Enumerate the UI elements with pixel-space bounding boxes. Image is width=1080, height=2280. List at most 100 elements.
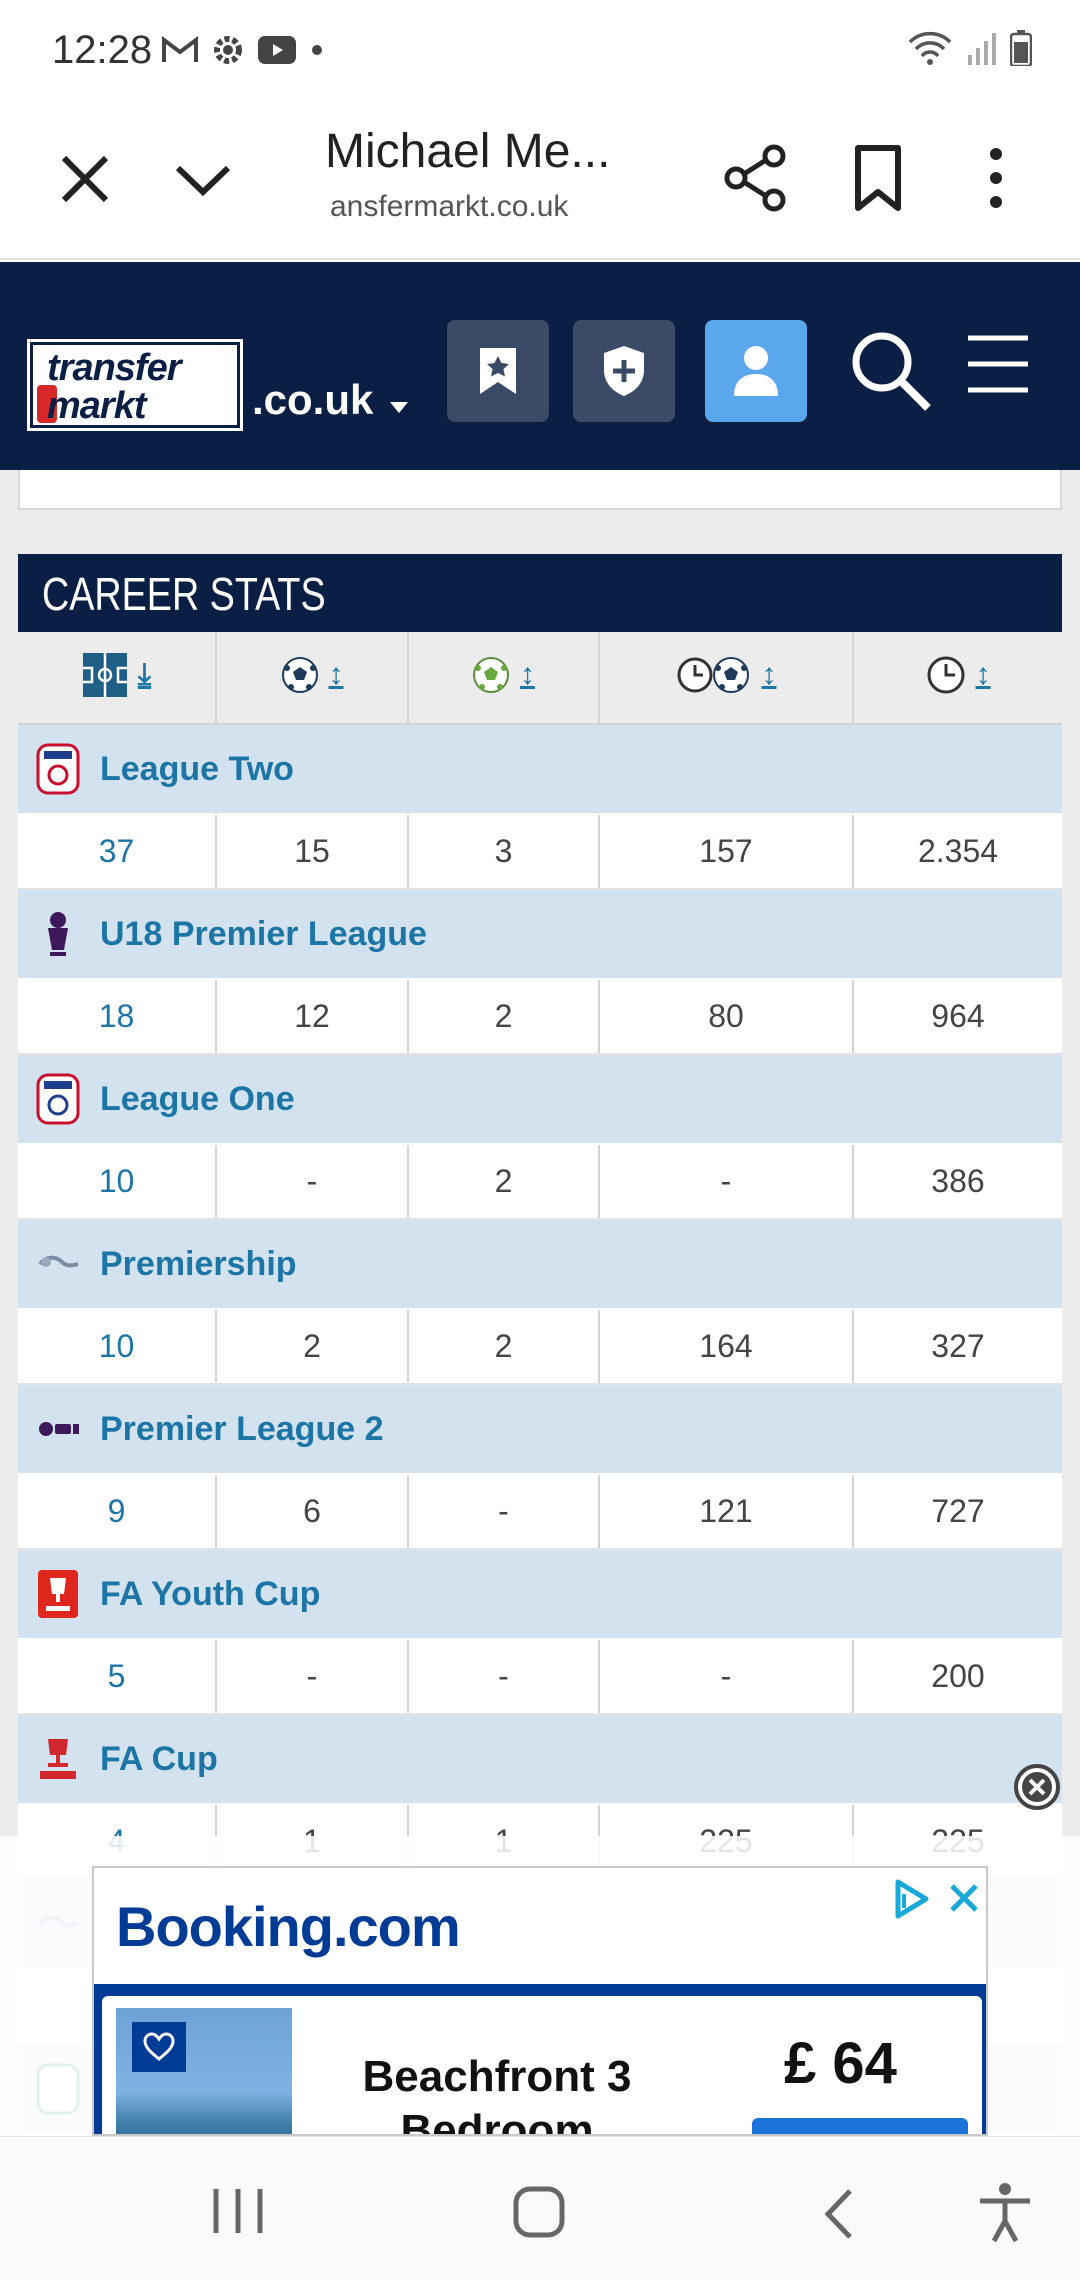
stats-row: 10 - 2 - 386 [18,1144,1062,1220]
signal-icon [968,33,996,65]
logo-player-figure [37,385,57,423]
competition-name[interactable]: Premier League 2 [100,1409,384,1448]
premier-league-2-logo [39,1422,79,1436]
search-icon[interactable] [846,326,936,416]
assists-value: - [408,1474,600,1550]
minutes-per-goal-value: 164 [599,1309,854,1385]
assists-column-header[interactable]: ↕ [408,632,600,725]
stats-row: 37 15 3 157 2.354 [18,814,1062,890]
appearances-value[interactable]: 10 [18,1144,217,1220]
bookmark-star-icon [480,348,516,394]
premiership-logo [38,1255,79,1268]
favorites-button[interactable] [447,320,549,422]
wifi-icon [908,31,952,65]
career-stats-heading: CAREER STATS [18,554,1062,632]
accessibility-icon[interactable] [970,2177,1040,2247]
competition-name[interactable]: League Two [100,749,294,788]
chevron-down-icon[interactable] [168,144,238,214]
sort-arrow-icon[interactable]: ↕ [520,658,535,691]
page-url[interactable]: ansfermarkt.co.uk [330,190,569,223]
ad-brand[interactable]: Booking.com [116,1895,461,1958]
listing-title[interactable]: Beachfront 3 Bedroom House [332,2050,662,2136]
career-stats-heading-text: CAREER STATS [42,568,326,620]
league-two-logo [36,743,80,795]
minutes-played-value: 727 [853,1474,1062,1550]
sort-arrow-icon[interactable]: ↕ [761,658,777,691]
competition-name[interactable]: Premiership [100,1244,297,1283]
status-notification-icons [162,34,324,66]
gear-icon [214,36,242,64]
hamburger-menu-icon[interactable] [966,332,1030,396]
appearances-value[interactable]: 18 [18,979,217,1055]
close-icon[interactable] [946,1880,982,1916]
listing-cta-button[interactable] [752,2118,968,2134]
back-icon[interactable] [806,2179,876,2249]
bookmark-icon[interactable] [840,140,916,216]
minutes-per-goal-value: - [599,1144,854,1220]
minutes-per-goal-value: 80 [599,979,854,1055]
appearances-column-header[interactable]: ⤓ [18,632,217,725]
browser-toolbar: Michael Me... ansfermarkt.co.uk [0,100,1080,260]
logo-text-bottom: markt [47,385,146,427]
recent-apps-icon[interactable] [200,2183,276,2239]
adchoices-icon[interactable] [890,1878,932,1920]
logo-text-top: transfer [47,347,181,389]
close-icon[interactable] [50,144,120,214]
sort-arrow-icon[interactable]: ↕ [328,658,344,691]
assists-value: - [408,1639,600,1715]
minutes-per-goal-value: 157 [599,814,854,890]
booking-ad[interactable]: Booking.com Beachfront 3 Bedroom House £… [92,1866,988,2136]
league-one-logo [36,1073,80,1125]
domain-selector[interactable]: .co.uk [252,376,374,423]
listing-price: £ 64 [784,2031,897,2096]
user-icon [734,346,778,396]
heart-icon[interactable] [132,2022,186,2072]
account-button[interactable] [705,320,807,422]
page-title: Michael Me... [325,125,611,178]
minutes-per-goal-column-header[interactable]: ↕ [599,632,854,725]
clock-icon [927,656,964,694]
fa-cup-logo [40,1739,76,1779]
close-circle-icon[interactable] [1012,1762,1062,1812]
pitch-icon [82,653,127,697]
caret-down-icon[interactable] [390,402,408,413]
appearances-value[interactable]: 9 [18,1474,217,1550]
home-icon[interactable] [504,2177,574,2247]
share-icon[interactable] [718,140,794,216]
assists-value: 2 [408,1144,600,1220]
competition-name[interactable]: FA Cup [100,1739,218,1778]
gmail-icon [162,36,198,62]
listing-title-line2: Bedroom House [400,2106,594,2136]
system-navigation-bar [0,2136,1080,2280]
ad-listing-card[interactable]: Beachfront 3 Bedroom House £ 64 [102,1996,982,2136]
competition-name[interactable]: U18 Premier League [100,914,427,953]
career-stats-table: ⤓ ↕ ↕ [18,632,1062,2135]
site-header: transfer markt .co.uk [0,262,1080,470]
minutes-played-column-header[interactable]: ↕ [853,632,1062,725]
competition-row: U18 Premier League [18,889,1062,980]
status-time: 12:28 [52,28,153,72]
more-options-icon[interactable] [958,140,1034,216]
sort-arrow-icon[interactable]: ⤓ [137,658,152,691]
minutes-played-value: 200 [853,1639,1062,1715]
appearances-value[interactable]: 5 [18,1639,217,1715]
dot-icon [312,45,322,55]
minutes-played-value: 327 [853,1309,1062,1385]
transfermarkt-logo[interactable]: transfer markt [27,339,243,431]
table-header-row: ⤓ ↕ ↕ [18,632,1062,725]
appearances-value[interactable]: 37 [18,814,217,890]
competition-name[interactable]: League One [100,1079,295,1118]
minutes-per-goal-value: - [599,1639,854,1715]
goals-column-header[interactable]: ↕ [216,632,409,725]
sort-arrow-icon[interactable]: ↕ [975,658,991,691]
assists-value: 2 [408,979,600,1055]
stats-row: 18 12 2 80 964 [18,979,1062,1055]
shield-plus-icon [604,346,644,396]
appearances-value[interactable]: 10 [18,1309,217,1385]
goals-value: 2 [216,1309,409,1385]
competition-name[interactable]: FA Youth Cup [100,1574,321,1613]
my-club-button[interactable] [573,320,675,422]
clock-ball-icon [677,657,749,693]
assists-value: 2 [408,1309,600,1385]
assists-value: 3 [408,814,600,890]
